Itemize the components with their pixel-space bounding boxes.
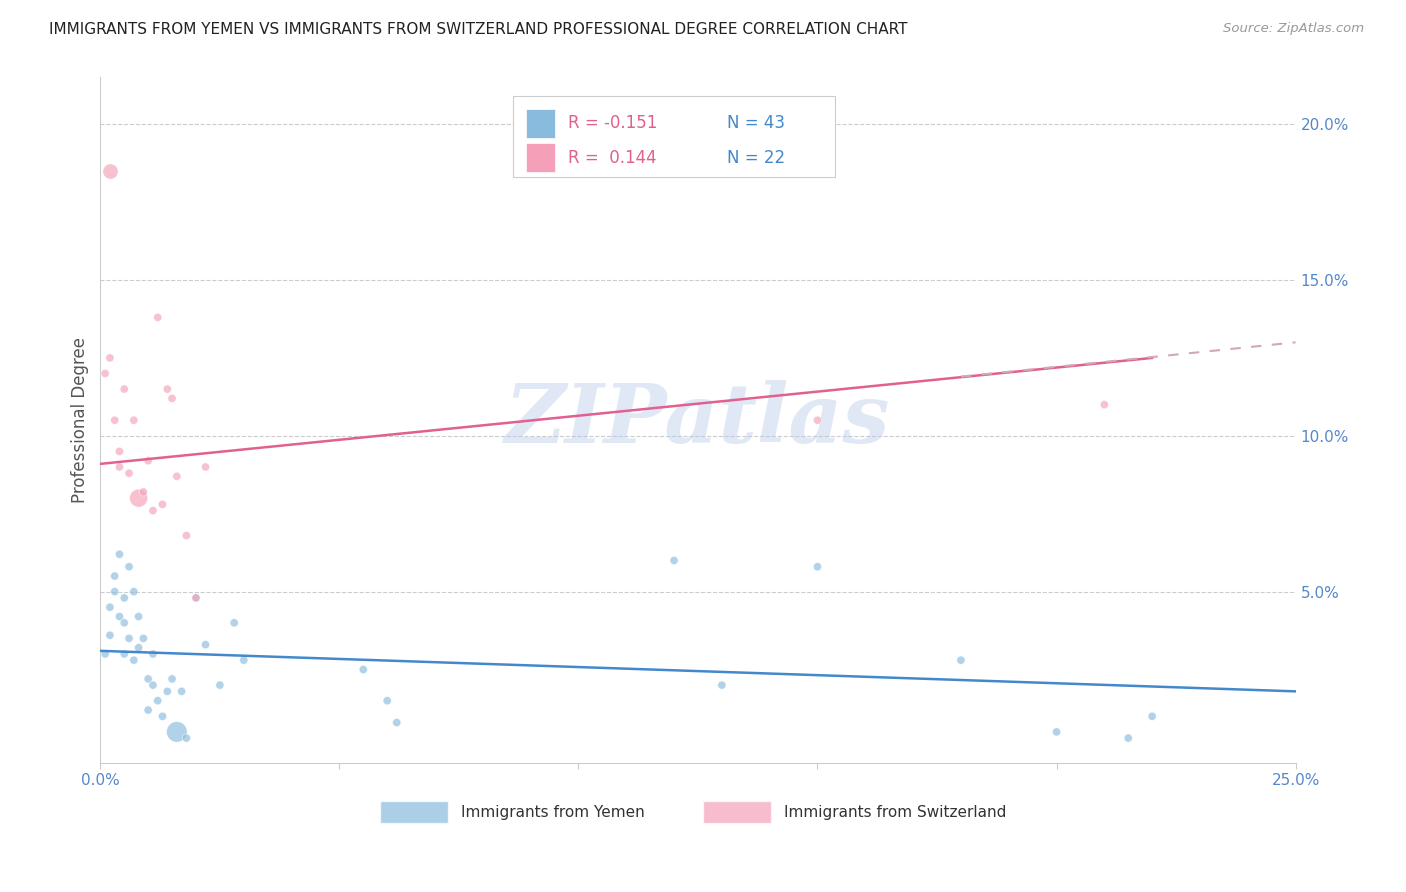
Point [160, 672, 183, 686]
Point [184, 591, 207, 605]
Point [142, 503, 165, 517]
Point [662, 553, 685, 567]
FancyBboxPatch shape [526, 109, 554, 137]
Point [142, 678, 165, 692]
Point [108, 547, 131, 561]
Point [128, 640, 150, 655]
Text: Immigrants from Yemen: Immigrants from Yemen [461, 805, 645, 820]
Point [1092, 398, 1115, 412]
Point [152, 497, 174, 511]
Point [208, 678, 231, 692]
Point [122, 584, 145, 599]
Point [98, 164, 121, 178]
Point [1140, 709, 1163, 723]
Point [104, 569, 127, 583]
Point [136, 672, 159, 686]
FancyBboxPatch shape [526, 144, 554, 172]
Point [146, 310, 169, 325]
Point [194, 638, 217, 652]
Point [176, 731, 198, 745]
Y-axis label: Professional Degree: Professional Degree [72, 337, 89, 503]
Point [128, 491, 150, 505]
Text: ZIPatlas: ZIPatlas [505, 380, 891, 460]
Text: N = 22: N = 22 [727, 149, 785, 167]
Point [949, 653, 972, 667]
Point [132, 484, 155, 499]
Point [166, 724, 188, 739]
Point [385, 715, 408, 730]
Point [136, 454, 159, 468]
Point [132, 632, 155, 646]
Point [152, 709, 174, 723]
Point [352, 663, 374, 677]
Point [94, 647, 117, 661]
Point [122, 653, 145, 667]
Point [98, 600, 121, 615]
Point [1045, 724, 1067, 739]
Text: Immigrants from Switzerland: Immigrants from Switzerland [785, 805, 1007, 820]
Text: Source: ZipAtlas.com: Source: ZipAtlas.com [1223, 22, 1364, 36]
FancyBboxPatch shape [380, 801, 449, 823]
Text: IMMIGRANTS FROM YEMEN VS IMMIGRANTS FROM SWITZERLAND PROFESSIONAL DEGREE CORRELA: IMMIGRANTS FROM YEMEN VS IMMIGRANTS FROM… [49, 22, 908, 37]
Point [166, 469, 188, 483]
Point [160, 392, 183, 406]
Point [98, 628, 121, 642]
Point [118, 467, 141, 481]
Text: R =  0.144: R = 0.144 [568, 149, 657, 167]
Point [176, 528, 198, 542]
Point [224, 615, 246, 630]
Point [104, 413, 127, 427]
Point [1116, 731, 1139, 745]
Point [108, 460, 131, 475]
Point [710, 678, 733, 692]
Point [184, 591, 207, 605]
Point [94, 367, 117, 381]
Text: N = 43: N = 43 [727, 114, 785, 132]
Point [375, 694, 398, 708]
Point [118, 559, 141, 574]
Point [806, 413, 828, 427]
Point [122, 413, 145, 427]
Point [136, 703, 159, 717]
Point [232, 653, 254, 667]
Text: R = -0.151: R = -0.151 [568, 114, 657, 132]
Point [194, 460, 217, 475]
Point [112, 382, 135, 396]
FancyBboxPatch shape [513, 96, 835, 177]
Point [98, 351, 121, 365]
Point [104, 584, 127, 599]
Point [112, 647, 135, 661]
Point [156, 684, 179, 698]
Point [146, 694, 169, 708]
Point [156, 382, 179, 396]
Point [112, 615, 135, 630]
Point [108, 444, 131, 458]
Point [108, 609, 131, 624]
Point [128, 609, 150, 624]
Point [118, 632, 141, 646]
Point [170, 684, 193, 698]
Point [112, 591, 135, 605]
Point [806, 559, 828, 574]
Point [142, 647, 165, 661]
FancyBboxPatch shape [703, 801, 770, 823]
